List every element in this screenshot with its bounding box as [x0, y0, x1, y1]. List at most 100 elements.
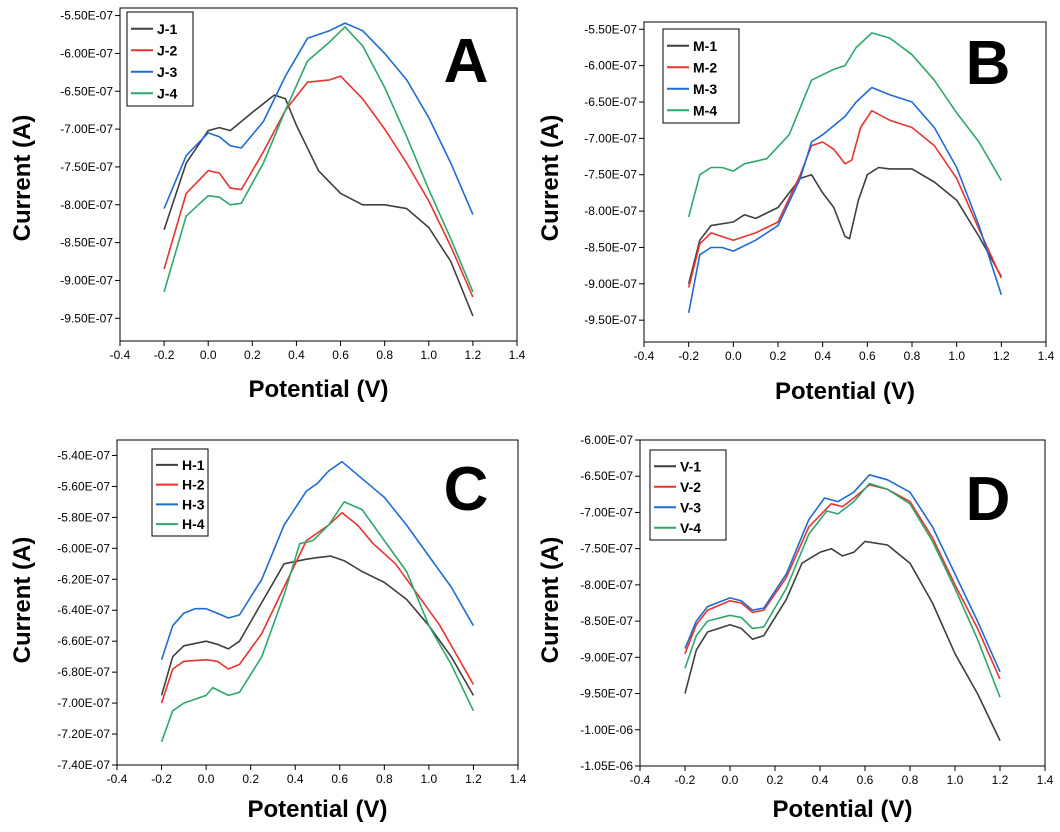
y-tick-label: -6.00E-07 [57, 541, 110, 555]
x-tick-label: 0.0 [722, 773, 739, 787]
x-tick-label: 1.2 [465, 772, 482, 786]
legend-box [649, 449, 727, 541]
y-tick-label: -7.20E-07 [57, 727, 110, 741]
series-line-v-1 [684, 540, 1001, 741]
legend-label: J-4 [157, 85, 177, 101]
y-tick-label: -8.50E-07 [584, 240, 637, 254]
plot-frame [116, 439, 519, 766]
legend-label: V-4 [680, 520, 701, 536]
series-line-m-1 [687, 166, 1002, 284]
series-line-j-3 [163, 22, 474, 215]
y-tick-label: -6.80E-07 [57, 665, 110, 679]
series-line-v-4 [684, 482, 1001, 698]
x-axis-label: Potential (V) [772, 796, 912, 823]
plot-frame [119, 7, 518, 342]
legend-label: H-1 [182, 457, 205, 473]
y-tick-label: -9.00E-07 [60, 273, 113, 287]
y-tick-label: -5.40E-07 [57, 448, 110, 462]
panel-letter: B [966, 29, 1011, 98]
y-tick-label: -6.00E-07 [584, 59, 637, 73]
y-tick-label: -6.50E-07 [580, 469, 633, 483]
legend-label: M-2 [693, 59, 717, 75]
y-tick-label: -6.60E-07 [57, 634, 110, 648]
series-line-m-3 [687, 86, 1003, 314]
x-tick-label: 0.2 [242, 772, 259, 786]
y-tick-label: -9.00E-07 [584, 277, 637, 291]
x-tick-label: 1.4 [509, 348, 526, 362]
legend-label: J-3 [157, 64, 177, 80]
x-tick-label: 1.0 [421, 772, 438, 786]
x-tick-label: 1.4 [1038, 349, 1055, 363]
legend-label: J-1 [157, 21, 177, 37]
y-tick-label: -8.00E-07 [60, 198, 113, 212]
series-line-h-4 [160, 501, 475, 743]
x-tick-label: 0.2 [767, 773, 784, 787]
legend-box [126, 11, 194, 107]
y-tick-label: -9.50E-07 [60, 311, 113, 325]
y-tick-label: -6.00E-07 [580, 433, 633, 447]
legend-label: M-3 [693, 81, 717, 97]
series-line-h-1 [160, 555, 475, 696]
x-tick-label: -0.2 [154, 348, 175, 362]
x-tick-label: -0.4 [630, 773, 651, 787]
x-axis-label: Potential (V) [247, 796, 387, 823]
x-tick-label: -0.4 [634, 349, 655, 363]
x-tick-label: 1.2 [993, 349, 1010, 363]
panel-c: -0.4 -0.2 0.0 0.2 0.4 0.6 0.8 1.0 1.2 1.4 -5.40E-0… [9, 439, 527, 823]
x-tick-label: 0.6 [857, 773, 874, 787]
legend-label: V-1 [680, 458, 701, 474]
x-tick-label: 1.2 [465, 348, 482, 362]
legend-label: V-3 [680, 499, 701, 515]
panel-letter: A [444, 27, 489, 96]
x-tick-label: -0.2 [678, 349, 699, 363]
y-axis-label: Current (A) [9, 115, 36, 242]
legend-box [151, 448, 209, 537]
y-tick-label: -9.50E-07 [580, 687, 633, 701]
x-tick-label: 0.4 [288, 348, 305, 362]
legend-label: M-4 [693, 102, 717, 118]
series-line-m-4 [687, 32, 1002, 218]
y-tick-label: -5.50E-07 [584, 22, 637, 36]
y-tick-label: -7.50E-07 [60, 160, 113, 174]
legend-label: J-2 [157, 42, 177, 58]
y-tick-label: -7.50E-07 [580, 542, 633, 556]
x-tick-label: -0.2 [151, 772, 172, 786]
legend-box [662, 28, 740, 124]
y-axis-label: Current (A) [537, 537, 564, 664]
x-tick-label: 1.4 [1037, 773, 1054, 787]
legend-label: H-2 [182, 477, 205, 493]
y-tick-label: -6.00E-07 [60, 46, 113, 60]
x-tick-label: 0.6 [332, 348, 349, 362]
x-tick-label: 0.6 [859, 349, 876, 363]
x-tick-label: 1.4 [510, 772, 527, 786]
x-tick-label: 0.4 [812, 773, 829, 787]
y-tick-label: -6.50E-07 [60, 84, 113, 98]
series-line-v-3 [684, 474, 1001, 673]
x-tick-label: 1.0 [948, 349, 965, 363]
y-tick-label: -8.00E-07 [584, 204, 637, 218]
x-tick-label: -0.4 [110, 348, 131, 362]
panel-b: -0.4 -0.2 0.0 0.2 0.4 0.6 0.8 1.0 1.2 1.4 -5.50E-0… [537, 21, 1055, 405]
y-tick-label: -7.00E-07 [60, 122, 113, 136]
series-line-m-2 [687, 109, 1003, 288]
y-tick-label: -7.00E-07 [584, 131, 637, 145]
legend-label: V-2 [680, 479, 701, 495]
series-line-j-2 [163, 75, 474, 298]
series-line-j-4 [163, 26, 474, 293]
y-tick-label: -8.50E-07 [580, 614, 633, 628]
x-tick-label: 0.8 [902, 773, 919, 787]
series-line-h-3 [160, 460, 475, 661]
x-tick-label: 0.0 [200, 348, 217, 362]
y-tick-label: -5.50E-07 [60, 9, 113, 23]
y-tick-label: -6.50E-07 [584, 95, 637, 109]
x-axis-label: Potential (V) [775, 378, 915, 405]
x-tick-label: 1.0 [420, 348, 437, 362]
series-line-h-2 [160, 511, 475, 704]
x-tick-label: 0.4 [287, 772, 304, 786]
x-tick-label: 1.0 [947, 773, 964, 787]
x-tick-label: 0.8 [376, 348, 393, 362]
y-axis-label: Current (A) [9, 537, 36, 664]
y-tick-label: -1.05E-06 [580, 759, 633, 773]
x-tick-label: 0.0 [725, 349, 742, 363]
